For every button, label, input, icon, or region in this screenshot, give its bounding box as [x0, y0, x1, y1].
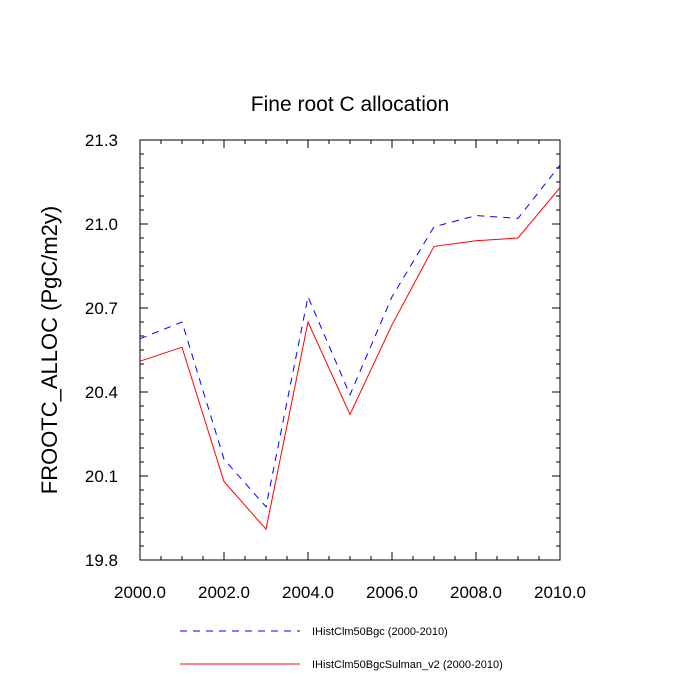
legend: IHistClm50Bgc (2000-2010) IHistClm50BgcSu…	[180, 626, 503, 671]
y-tick-label: 20.7	[85, 299, 118, 318]
plot-frame	[139, 139, 561, 561]
series-lines	[139, 164, 561, 531]
y-tick-label: 21.3	[85, 131, 118, 150]
x-tick-label: 2010.0	[534, 583, 586, 602]
y-tick-label: 21.0	[85, 215, 118, 234]
chart-title: Fine root C allocation	[251, 93, 449, 116]
y-axis-label: FROOTC_ALLOC (PgC/m2y)	[37, 206, 62, 495]
y-tick-label: 19.8	[85, 551, 118, 570]
axis-ticks: 2000.0 2002.0 2004.0 2006.0 2008.0 2010.0 19.8…	[85, 131, 586, 602]
y-tick-label: 20.4	[85, 383, 118, 402]
x-tick-label: 2008.0	[450, 583, 502, 602]
legend-label-1: IHistClm50Bgc (2000-2010)	[312, 626, 448, 638]
series-line-2	[139, 187, 561, 531]
x-tick-label: 2006.0	[366, 583, 418, 602]
series-line-1	[139, 164, 561, 508]
x-tick-label: 2000.0	[114, 583, 166, 602]
x-tick-label: 2002.0	[198, 583, 250, 602]
y-tick-label: 20.1	[85, 467, 118, 486]
x-tick-label: 2004.0	[282, 583, 334, 602]
legend-label-2: IHistClm50BgcSulman_v2 (2000-2010)	[312, 659, 503, 671]
